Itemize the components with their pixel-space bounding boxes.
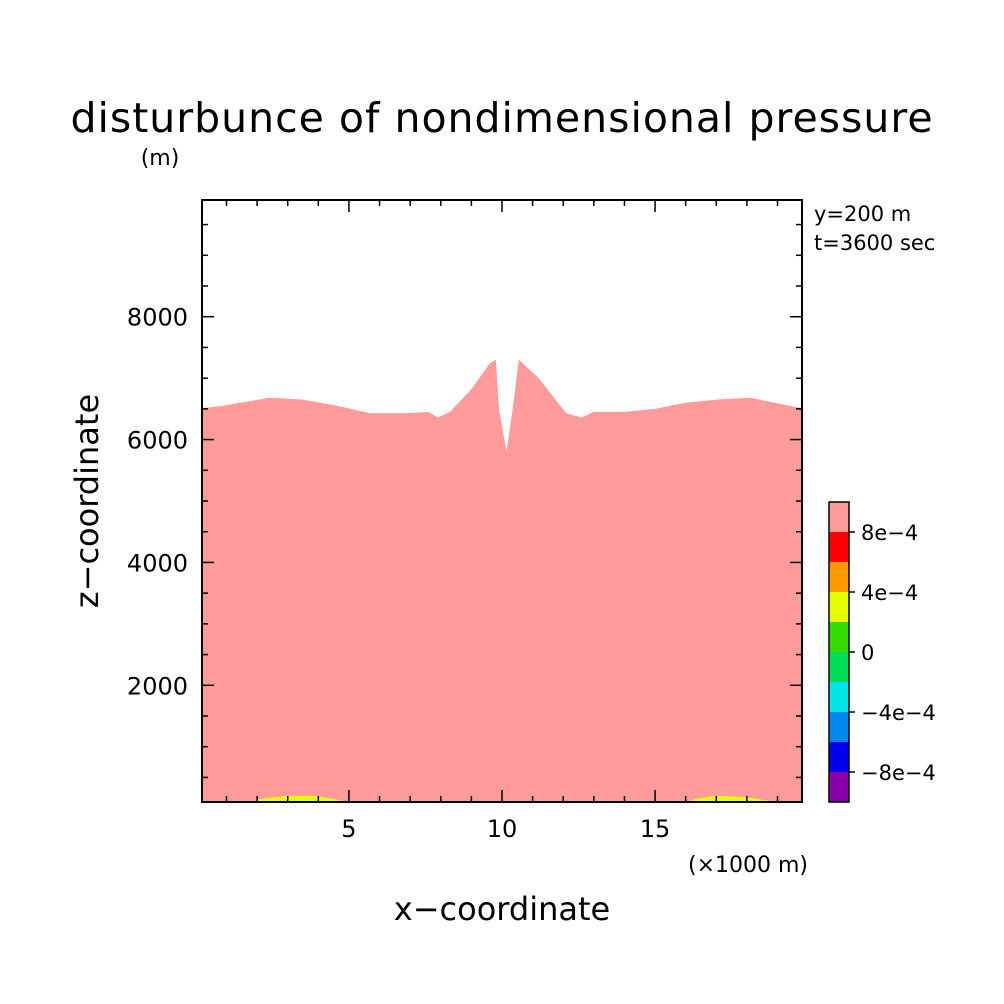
plot-area <box>202 359 802 802</box>
colorbar-swatch <box>829 532 849 563</box>
colorbar-swatch <box>829 622 849 653</box>
colorbar-label: 8e−4 <box>861 521 918 545</box>
y-unit-label: (m) <box>141 146 180 171</box>
contour-region-yellow-patch-right <box>688 795 775 802</box>
colorbar-swatch <box>829 742 849 773</box>
colorbar: 8e−4 4e−4 0 −4e−4 −8e−4 <box>828 501 936 803</box>
annotation-y: y=200 m <box>814 202 911 226</box>
x-unit-label: (×1000 m) <box>688 853 808 878</box>
colorbar-swatch <box>829 712 849 743</box>
x-tick-label: 5 <box>341 815 356 843</box>
y-tick-label: 2000 <box>127 672 188 700</box>
colorbar-swatch <box>829 562 849 593</box>
y-tick-label: 4000 <box>127 549 188 577</box>
colorbar-swatch <box>829 682 849 713</box>
colorbar-label: −8e−4 <box>861 761 936 785</box>
x-tick-label: 10 <box>487 815 518 843</box>
colorbar-swatch <box>829 592 849 623</box>
colorbar-label: −4e−4 <box>861 701 936 725</box>
chart-title: disturbunce of nondimensional pressure <box>70 94 933 142</box>
colorbar-swatch <box>829 652 849 683</box>
y-tick-label: 8000 <box>127 304 188 332</box>
x-axis-label: x−coordinate <box>394 890 610 928</box>
colorbar-swatch <box>829 772 849 803</box>
x-tick-label: 15 <box>640 815 671 843</box>
colorbar-label: 0 <box>861 641 874 665</box>
y-axis-label: z−coordinate <box>68 394 106 608</box>
colorbar-swatch <box>829 502 849 533</box>
annotation-t: t=3600 sec <box>814 231 935 255</box>
contour-region-yellow-patch-left <box>254 795 346 802</box>
y-tick-label: 6000 <box>127 427 188 455</box>
axis-ticks: 5 10 15 2000 4000 6000 8000 <box>127 200 802 843</box>
contour-region-pink-band <box>202 359 802 802</box>
colorbar-label: 4e−4 <box>861 581 918 605</box>
